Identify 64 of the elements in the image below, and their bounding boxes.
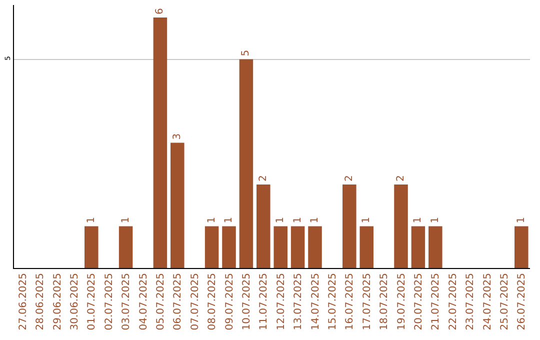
bar [274,226,288,268]
data-label: 2 [344,175,355,182]
x-tick-label: 15.07.2025 [327,273,338,330]
bar [222,226,236,268]
x-tick-label: 10.07.2025 [241,273,252,330]
x-tick-label: 08.07.2025 [207,273,218,330]
bar [170,142,184,268]
x-tick-label: 04.07.2025 [138,273,150,330]
x-tick-label: 05.07.2025 [155,273,166,330]
x-tick-label: 30.06.2025 [69,273,80,330]
data-label: 5 [240,50,252,56]
x-tick-label: 16.07.2025 [344,273,356,330]
x-tick-label: 19.07.2025 [396,273,408,330]
x-tick-label: 22.07.2025 [448,273,459,330]
x-tick-label: 14.07.2025 [310,273,322,330]
x-tick-label: 25.07.2025 [499,273,510,330]
data-label: 1 [86,216,97,224]
data-label: 1 [206,216,218,224]
x-tick-label: 03.07.2025 [121,273,132,330]
bar [308,226,322,268]
data-label: 1 [412,216,424,224]
data-label: 2 [396,175,406,182]
x-tick-label: 13.07.2025 [293,273,304,330]
x-tick-label: 20.07.2025 [413,273,424,330]
bar [411,226,426,268]
data-label: 1 [292,216,304,224]
data-label: 3 [172,133,183,140]
data-label: 6 [154,8,166,15]
x-tick-label: 01.07.2025 [86,273,98,330]
x-tick-label: 27.06.2025 [18,273,29,330]
bar [360,226,374,268]
x-tick-label: 28.06.2025 [35,273,46,330]
x-tick-label: 12.07.2025 [276,273,287,330]
x-tick-label: 18.07.2025 [379,273,390,330]
bar [84,226,98,268]
x-tick-label: 02.07.2025 [104,273,115,330]
x-tick-label: 07.07.2025 [190,273,201,330]
data-label: 1 [275,216,286,224]
data-label: 1 [516,216,527,224]
data-label: 1 [310,216,320,224]
x-tick-label: 17.07.2025 [362,273,373,330]
bar [204,226,219,268]
x-tick-label: 11.07.2025 [258,273,270,330]
bar [394,184,408,268]
data-label: 1 [120,216,132,224]
bar [290,226,305,268]
x-tick-label: 24.07.2025 [482,273,494,330]
data-label: 1 [224,216,234,224]
x-tick-label: 06.07.2025 [172,273,184,330]
bar [239,59,254,268]
bar [256,184,270,268]
x-tick-label: 26.07.2025 [516,273,528,330]
x-tick-label: 09.07.2025 [224,273,236,330]
data-label: 2 [258,175,269,182]
bar [514,226,528,268]
x-tick-label: 21.07.2025 [430,273,442,330]
data-label: 1 [430,216,441,224]
bar [153,18,168,268]
bar [428,226,442,268]
bar [118,226,133,268]
x-tick-label: 23.07.2025 [465,273,476,330]
bar [342,184,356,268]
x-tick-label: 29.06.2025 [52,273,64,330]
data-label: 1 [361,216,372,224]
